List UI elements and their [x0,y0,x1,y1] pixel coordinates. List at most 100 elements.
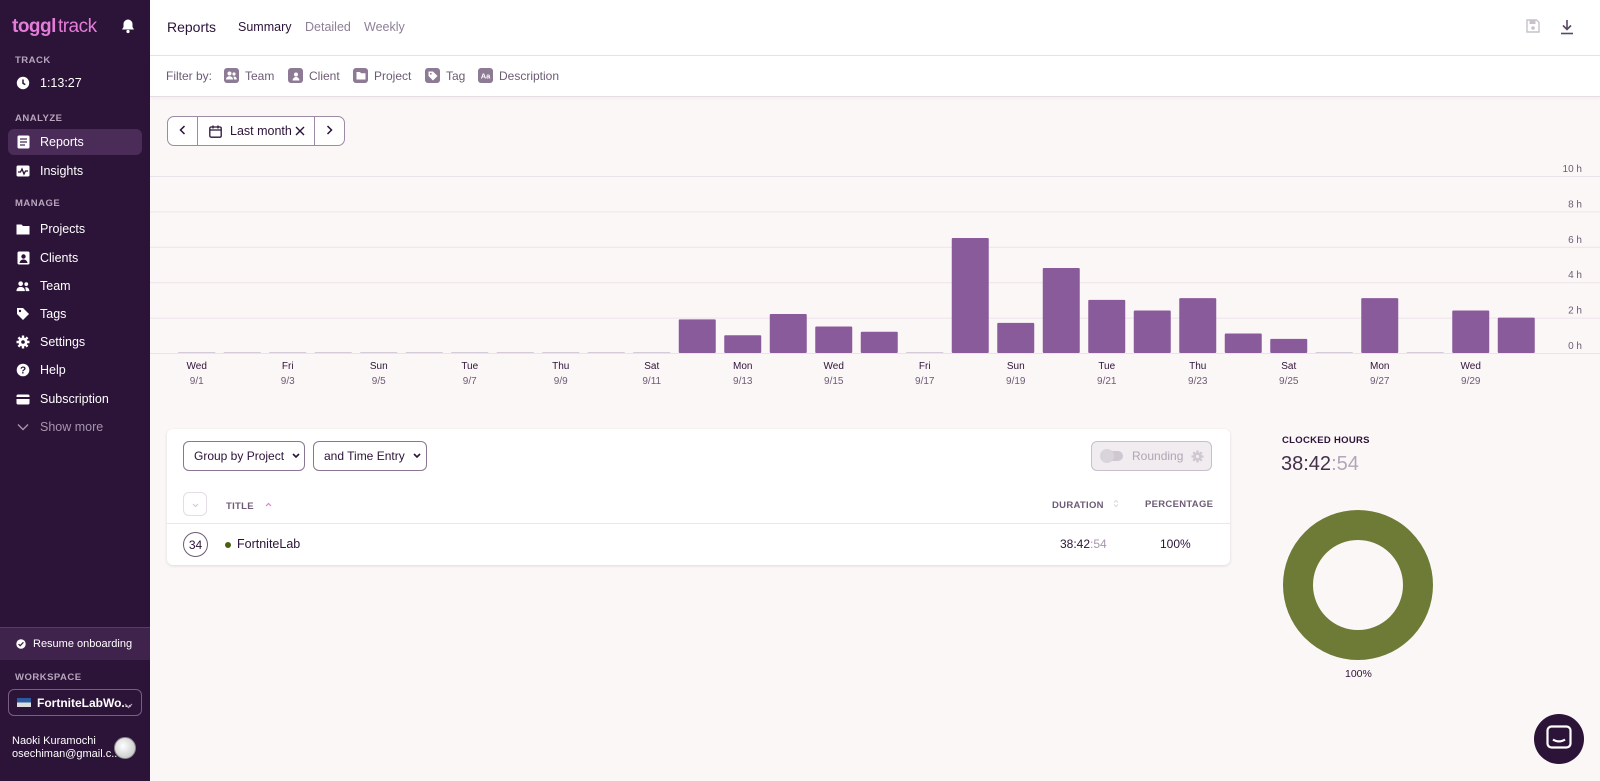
team-icon [16,279,30,293]
bar-9-22 [1133,310,1171,353]
sidebar-item-clients[interactable]: Clients [8,245,142,271]
chat-support-button[interactable] [1534,714,1584,764]
expand-all-button[interactable] [183,492,207,516]
x-tick-day: Wed [824,361,844,372]
filter-description[interactable]: Aa Description [478,68,559,83]
filter-bar: Filter by: Team Client Project Tag Aa De… [150,56,1600,97]
project-name[interactable]: FortniteLab [237,537,301,551]
svg-text:?: ? [20,366,26,377]
sort-icon [1113,499,1119,511]
x-tick-day: Wed [187,361,207,372]
filter-tag[interactable]: Tag [425,68,465,83]
x-tick-date: 9/27 [1370,376,1390,387]
user-email[interactable]: osechiman@gmail.c... [12,748,121,760]
folder-icon [16,222,30,236]
clocked-hours-label: CLOCKED HOURS [1282,435,1370,446]
chevron-left-icon [179,122,186,140]
download-icon[interactable] [1560,19,1574,40]
divider [167,523,1230,524]
group-by-select[interactable]: Group by Project [183,441,305,471]
filter-team[interactable]: Team [224,68,274,83]
sidebar-item-subscription[interactable]: Subscription [8,386,142,412]
project-percentage: 100% [1160,537,1191,551]
running-timer[interactable]: 1:13:27 [16,76,82,90]
sidebar-item-label: Projects [40,222,86,236]
rounding-switch[interactable] [1100,449,1123,463]
date-range-picker: Last month [167,116,345,146]
toggl-logo[interactable]: toggl track [12,16,97,37]
filter-client[interactable]: Client [288,68,340,83]
sidebar-item-insights[interactable]: Insights [8,158,142,184]
filter-description-label: Description [499,68,560,83]
filter-project[interactable]: Project [353,68,411,83]
x-tick-date: 9/11 [642,376,661,387]
chevron-down-icon [192,495,199,513]
tab-weekly[interactable]: Weekly [364,20,405,34]
entry-count-badge[interactable]: 34 [183,532,208,557]
close-icon[interactable] [294,124,306,142]
filter-tag-label: Tag [446,68,466,83]
sidebar-item-label: Insights [40,164,84,178]
x-tick-date: 9/7 [463,376,477,387]
save-icon[interactable] [1526,19,1540,38]
project-donut-chart [1282,509,1434,666]
check-circle-icon [16,639,26,649]
sidebar-show-more[interactable]: Show more [8,414,142,440]
bar-9-20 [1042,268,1080,353]
x-tick-day: Fri [919,361,931,372]
top-header: Reports Summary Detailed Weekly [150,0,1600,56]
resume-onboarding-button[interactable]: Resume onboarding [0,627,150,660]
svg-text:Aa: Aa [481,72,491,81]
gear-icon [16,335,30,349]
tab-summary[interactable]: Summary [238,20,292,34]
tab-detailed[interactable]: Detailed [305,20,351,34]
x-tick-date: 9/1 [190,376,204,387]
sidebar-item-label: Reports [40,135,84,149]
date-range-button[interactable]: Last month [209,124,292,138]
sidebar-item-label: Show more [40,420,104,434]
workspace-name: FortniteLabWo... [37,695,132,710]
analyze-section-label: ANALYZE [15,113,63,124]
sidebar-item-help[interactable]: ? Help [8,357,142,383]
filter-project-label: Project [374,68,412,83]
sidebar-item-projects[interactable]: Projects [8,216,142,242]
bar-9-29 [1452,310,1490,353]
percentage-column-header[interactable]: PERCENTAGE [1145,499,1214,510]
group-by-label: Group by Project [194,449,285,463]
x-tick-date: 9/19 [1006,376,1026,387]
sidebar-item-reports[interactable]: Reports [8,129,142,155]
sidebar-item-label: Clients [40,251,79,265]
workspace-select[interactable]: FortniteLabWo... [8,689,142,716]
bar-9-12 [678,319,716,353]
gear-icon[interactable] [1191,449,1204,463]
sort-up-icon [265,499,272,510]
title-column-header[interactable]: TITLE [226,499,272,512]
project-color-dot [225,542,231,548]
filter-team-label: Team [245,68,275,83]
x-tick-day: Mon [733,361,752,372]
sidebar-item-team[interactable]: Team [8,273,142,299]
user-name[interactable]: Naoki Kuramochi [12,735,96,747]
chevron-right-icon [326,122,333,140]
sidebar-item-settings[interactable]: Settings [8,329,142,355]
sub-group-select[interactable]: and Time Entry [313,441,427,471]
sidebar-item-tags[interactable]: Tags [8,301,142,327]
sidebar-item-label: Team [40,279,71,293]
avatar[interactable] [114,737,136,759]
client-icon [288,68,303,83]
date-range-label: Last month [230,124,292,138]
rounding-label: Rounding [1132,449,1184,463]
rounding-toggle[interactable]: Rounding [1091,441,1212,471]
x-tick-day: Tue [1098,361,1115,372]
chevron-down-icon [16,420,30,434]
previous-period-button[interactable] [168,117,198,145]
workspace-logo-icon [17,698,31,707]
duration-column-header[interactable]: DURATION [1052,499,1119,511]
y-tick-label: 0 h [1568,341,1582,352]
x-tick-date: 9/9 [554,376,568,387]
timer-value: 1:13:27 [40,76,82,90]
x-tick-date: 9/29 [1461,376,1481,387]
bell-icon[interactable] [120,18,136,34]
next-period-button[interactable] [314,117,344,145]
y-tick-label: 6 h [1568,235,1582,246]
